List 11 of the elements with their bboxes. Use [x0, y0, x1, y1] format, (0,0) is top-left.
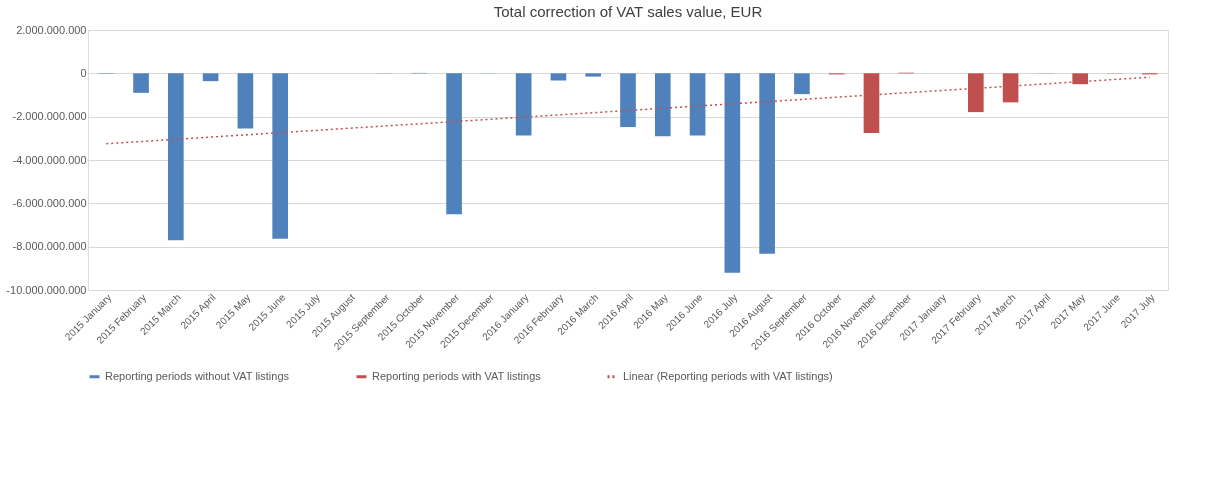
y-tick-label: -8.000.000.000: [12, 240, 87, 253]
y-tick-label: 0: [80, 66, 87, 79]
y-tick-label: -2.000.000.000: [12, 110, 87, 123]
y-tick-label: -4.000.000.000: [12, 153, 87, 166]
legend-label: Reporting periods with VAT listings: [372, 369, 542, 382]
y-tick-label: -10.000.000.000: [6, 283, 87, 296]
y-tick-label: -6.000.000.000: [12, 196, 87, 209]
legend-label: Reporting periods without VAT listings: [105, 369, 290, 382]
chart-title: Total correction of VAT sales value, EUR: [493, 3, 763, 20]
legend-label: Linear (Reporting periods with VAT listings): [623, 369, 833, 382]
y-tick-label: 2.000.000.000: [16, 23, 87, 36]
